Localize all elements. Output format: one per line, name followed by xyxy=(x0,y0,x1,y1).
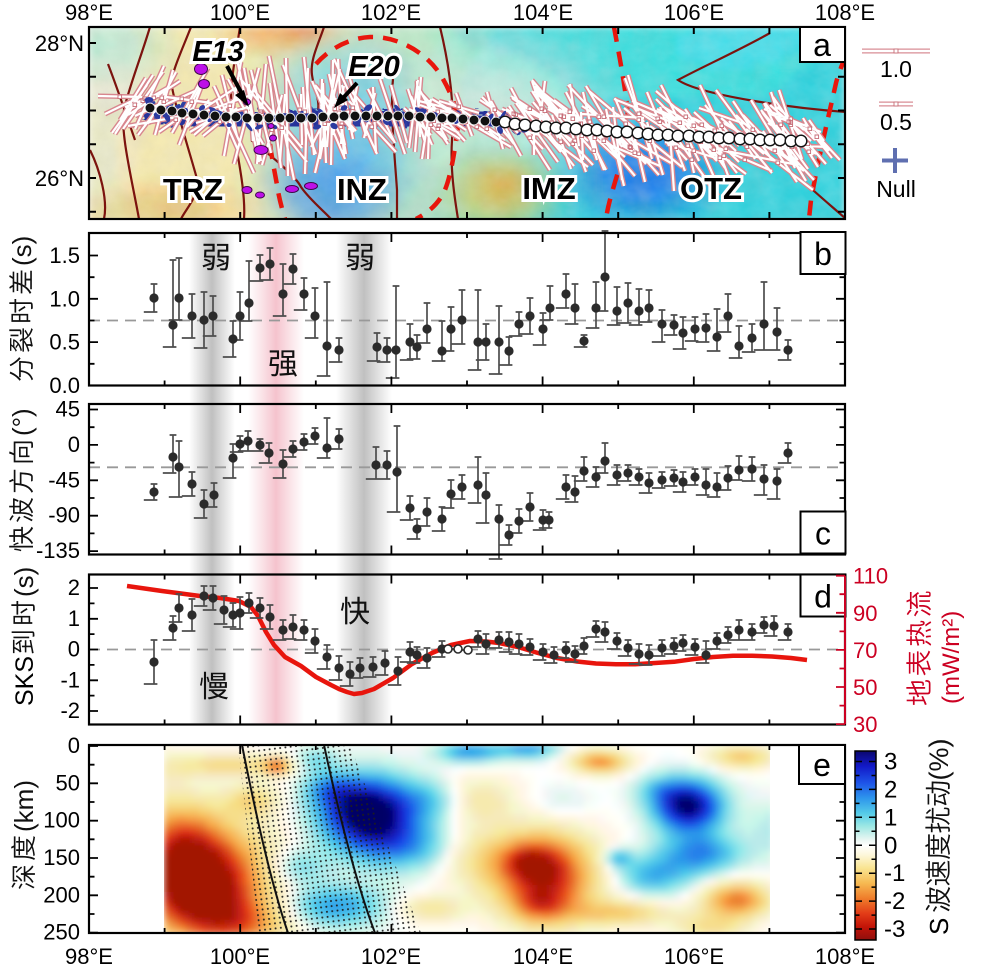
svg-text:250: 250 xyxy=(43,920,80,945)
svg-text:1.0: 1.0 xyxy=(880,56,912,82)
svg-text:(s): (s) xyxy=(7,236,37,266)
svg-text:S: S xyxy=(924,918,954,935)
svg-text:-2: -2 xyxy=(884,888,905,915)
svg-text:0: 0 xyxy=(68,637,80,662)
svg-text:(s): (s) xyxy=(9,567,39,597)
svg-text:108°E: 108°E xyxy=(815,0,875,25)
svg-text:-135: -135 xyxy=(36,538,80,563)
svg-text:108°E: 108°E xyxy=(815,944,875,969)
svg-text:28°N: 28°N xyxy=(35,31,84,56)
svg-text:2: 2 xyxy=(884,776,897,803)
svg-text:3: 3 xyxy=(884,749,897,776)
svg-text:0.0: 0.0 xyxy=(49,373,80,398)
svg-text:e: e xyxy=(813,747,831,783)
svg-text:0.5: 0.5 xyxy=(880,109,912,135)
svg-text:110: 110 xyxy=(853,564,888,589)
svg-text:102°E: 102°E xyxy=(361,944,421,969)
svg-text:200: 200 xyxy=(43,882,80,907)
svg-text:102°E: 102°E xyxy=(361,0,421,25)
svg-text:0.5: 0.5 xyxy=(49,330,80,355)
svg-text:98°E: 98°E xyxy=(65,0,113,25)
svg-text:-90: -90 xyxy=(48,503,80,528)
svg-text:-2: -2 xyxy=(60,698,80,723)
svg-text:IMZ: IMZ xyxy=(522,171,575,206)
svg-text:1: 1 xyxy=(884,804,897,831)
svg-text:90: 90 xyxy=(853,601,877,626)
svg-text:(km): (km) xyxy=(9,780,39,832)
svg-text:Null: Null xyxy=(876,176,916,202)
svg-text:b: b xyxy=(814,236,832,272)
svg-text:150: 150 xyxy=(43,845,80,870)
svg-text:a: a xyxy=(813,27,831,63)
svg-text:0: 0 xyxy=(68,733,80,758)
svg-text:-1: -1 xyxy=(60,667,80,692)
svg-text:106°E: 106°E xyxy=(664,0,724,25)
svg-text:(mW/m²): (mW/m²) xyxy=(938,611,965,704)
svg-text:106°E: 106°E xyxy=(664,944,724,969)
svg-text:0: 0 xyxy=(68,432,80,457)
svg-text:-45: -45 xyxy=(48,467,80,492)
svg-text:98°E: 98°E xyxy=(65,944,113,969)
svg-text:30: 30 xyxy=(853,712,877,737)
svg-text:1.0: 1.0 xyxy=(49,286,80,311)
svg-text:26°N: 26°N xyxy=(35,166,84,191)
svg-text:1: 1 xyxy=(68,606,80,631)
svg-text:0: 0 xyxy=(884,832,897,859)
svg-text:-1: -1 xyxy=(884,860,905,887)
svg-text:100°E: 100°E xyxy=(210,0,270,25)
svg-text:d: d xyxy=(814,579,832,615)
svg-text:70: 70 xyxy=(853,638,877,663)
svg-text:(%): (%) xyxy=(924,739,954,781)
svg-text:100: 100 xyxy=(43,808,80,833)
svg-text:OTZ: OTZ xyxy=(680,171,742,206)
svg-text:E13: E13 xyxy=(192,36,244,68)
svg-text:TRZ: TRZ xyxy=(163,172,223,207)
svg-text:-3: -3 xyxy=(884,916,905,943)
svg-text:INZ: INZ xyxy=(337,172,387,207)
svg-text:SKS: SKS xyxy=(11,656,39,706)
svg-text:50: 50 xyxy=(853,675,877,700)
svg-text:104°E: 104°E xyxy=(513,0,573,25)
svg-text:100°E: 100°E xyxy=(210,944,270,969)
svg-text:(°): (°) xyxy=(7,408,37,436)
svg-text:c: c xyxy=(815,516,831,552)
svg-text:E20: E20 xyxy=(348,51,400,83)
svg-text:104°E: 104°E xyxy=(513,944,573,969)
svg-text:50: 50 xyxy=(56,770,80,795)
svg-text:1.5: 1.5 xyxy=(49,243,80,268)
svg-text:2: 2 xyxy=(68,575,80,600)
svg-text:45: 45 xyxy=(56,397,80,422)
